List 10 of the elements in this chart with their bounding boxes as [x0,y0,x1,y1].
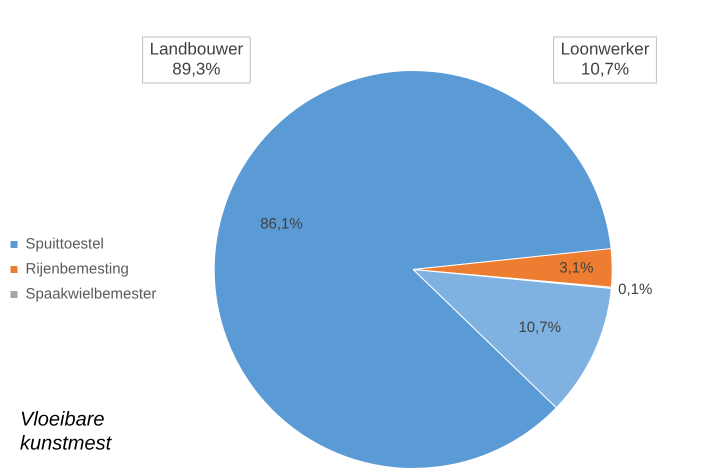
legend-label: Spaakwielbemester [26,286,156,303]
legend-label: Rijenbemesting [26,260,129,278]
data-label: 86,1% [260,215,303,232]
data-label: 0,1% [618,281,652,298]
text: Vloeibare kunstmest [20,408,113,455]
data-label: 3,1% [559,259,594,276]
text: Loonwerker 10,7% [560,40,650,79]
text: Landbouwer 89,3% [150,40,244,79]
data-label: 10,7% [518,318,561,336]
legend-label: Spuittoestel [26,236,104,253]
